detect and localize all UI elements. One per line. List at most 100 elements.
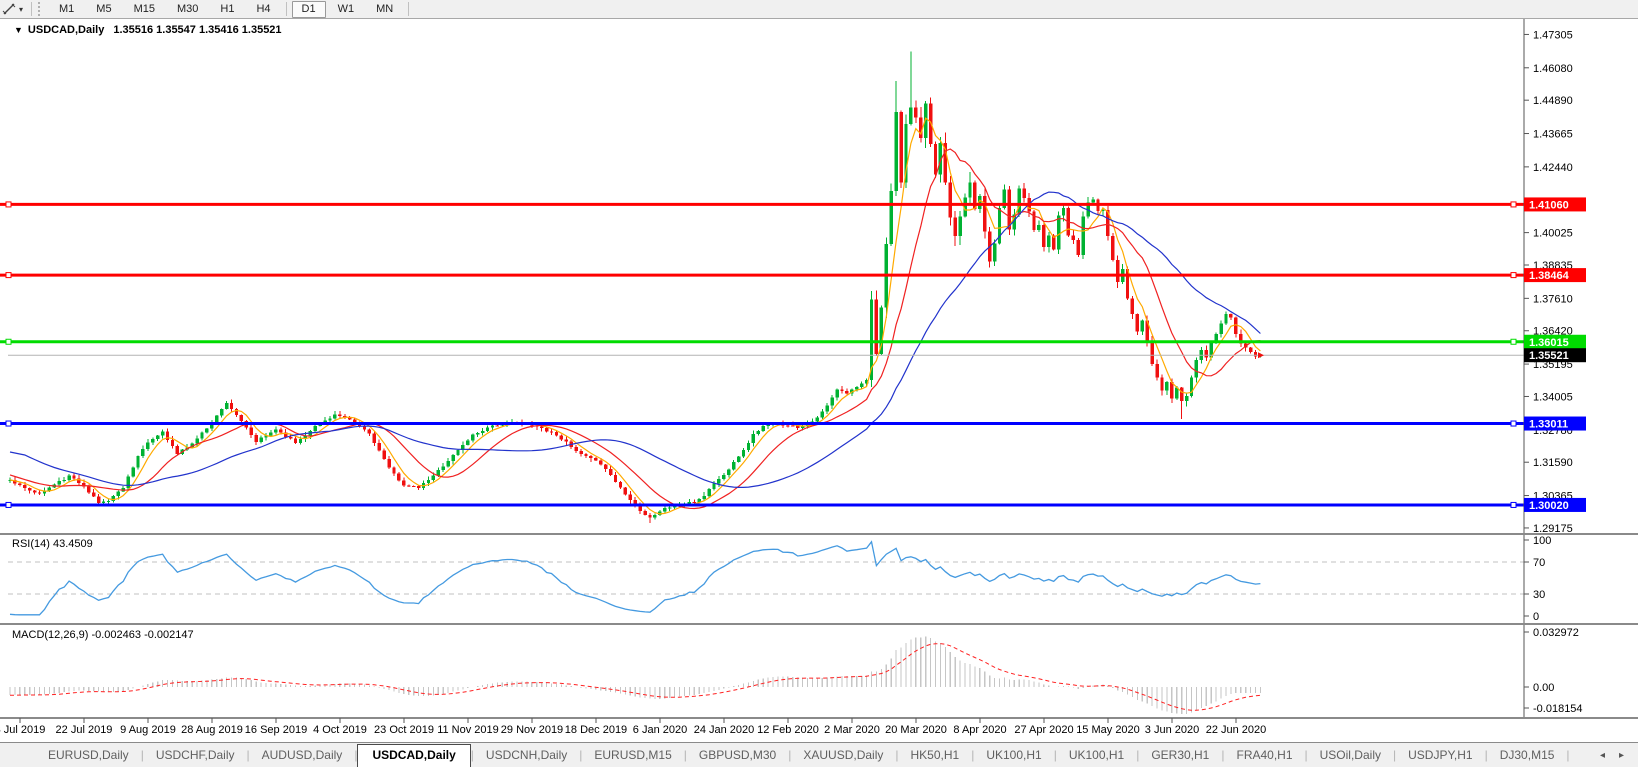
timeframe-button-mn[interactable]: MN [376,2,394,15]
hline-handle[interactable] [5,420,12,427]
timeframe-button-h1[interactable]: H1 [220,2,235,15]
level-price-label-text: 1.30020 [1529,500,1569,512]
price-axis-tick: 1.46080 [1533,63,1573,75]
toolbar-separator [285,2,287,16]
timeframe-button-m15[interactable]: M15 [133,2,155,15]
tab-separator: | [1566,748,1570,762]
price-axis-tick: 1.40025 [1533,228,1573,240]
chart-tab-uk100-h1[interactable]: UK100,H1 [1068,748,1125,762]
date-axis-tick: 20 Mar 2020 [885,724,947,736]
tab-separator: | [140,748,144,762]
hline-handle[interactable] [1510,201,1517,208]
chart-tab-hk50-h1[interactable]: HK50,H1 [910,748,960,762]
tab-scroll-right-icon[interactable]: ▸ [1618,749,1624,761]
tab-separator: | [1221,748,1225,762]
tab-separator: | [788,748,792,762]
date-axis-tick: 28 Aug 2019 [181,724,243,736]
timeframe-button-w1[interactable]: W1 [337,2,355,15]
ma-fast-line [9,117,1261,515]
chart-tab-usdjpy-h1[interactable]: USDJPY,H1 [1408,748,1473,762]
chart-tab-eurusd-daily[interactable]: EURUSD,Daily [48,748,129,762]
hline-handle[interactable] [1510,338,1517,345]
chart-tab-gbpusd-m30[interactable]: GBPUSD,M30 [698,748,777,762]
timeframe-button-h4[interactable]: H4 [256,2,271,15]
rsi-axis-tick: 100 [1533,535,1551,547]
date-axis-tick: 6 Jan 2020 [633,724,687,736]
macd-axis-tick: 0.00 [1533,682,1554,694]
chart-tab-usdcnh-daily[interactable]: USDCNH,Daily [485,748,568,762]
hline-handle[interactable] [5,501,12,508]
tab-separator: | [354,748,358,762]
chart-tab-usdcad-daily[interactable]: USDCAD,Daily [357,743,471,767]
crosshair-tool-icon [2,3,16,15]
price-axis-tick: 1.36420 [1533,326,1573,338]
chart-symbol-period: USDCAD,Daily [27,24,105,36]
chart-tab-eurusd-m15[interactable]: EURUSD,M15 [594,748,672,762]
level-price-label [1524,497,1586,512]
date-axis-tick: 24 Jan 2020 [694,724,755,736]
hline-handle[interactable] [1510,501,1517,508]
price-axis-background [1524,19,1638,742]
timeframe-button-d1[interactable]: D1 [291,0,326,18]
chart-background [0,19,1638,742]
chart-tab-xauusd-daily[interactable]: XAUUSD,Daily [803,748,884,762]
tab-separator: | [683,748,687,762]
chart-title: ▼ USDCAD,Daily 1.35516 1.35547 1.35416 1.3… [14,24,282,36]
date-axis-tick: 3 Jul 2019 [0,724,45,736]
tab-separator: | [1484,748,1488,762]
date-axis-tick: 3 Jun 2020 [1145,724,1199,736]
price-axis-tick: 1.37610 [1533,293,1573,305]
macd-axis-tick: 0.032972 [1533,627,1579,639]
rsi-axis-tick: 30 [1533,589,1545,601]
price-axis-tick: 1.34005 [1533,391,1573,403]
tab-separator: | [1392,748,1397,762]
timeframe-button-m1[interactable]: M1 [59,2,75,15]
rsi-indicator-label: RSI(14) 43.4509 [12,538,93,550]
chart-tab-fra40-h1[interactable]: FRA40,H1 [1236,748,1293,762]
date-axis-tick: 12 Feb 2020 [757,724,819,736]
chart-tab-uk100-h1[interactable]: UK100,H1 [986,748,1042,762]
hline-handle[interactable] [1510,272,1517,279]
chart-tab-audusd-daily[interactable]: AUDUSD,Daily [261,748,343,762]
tab-scroll-left-icon[interactable]: ◂ [1599,749,1605,761]
hline-handle[interactable] [5,201,12,208]
chart-tab-ger30-h1[interactable]: GER30,H1 [1151,748,1210,762]
hline-handle[interactable] [5,272,12,279]
timeframe-button-m30[interactable]: M30 [176,2,199,15]
tab-separator: | [1053,748,1057,762]
date-axis-tick: 8 Apr 2020 [953,724,1006,736]
date-axis-tick: 27 Apr 2020 [1014,724,1073,736]
tab-separator: | [246,748,250,762]
chart-tabs-bar: EURUSD,Daily | USDCHF,Daily | AUDUSD,Daily | U… [0,742,1638,767]
timeframe-button-m5[interactable]: M5 [96,2,112,15]
chart-tab-usoil-daily[interactable]: USOil,Daily [1319,748,1381,762]
hline-handle[interactable] [1510,420,1517,427]
chart-tab-usdchf-daily[interactable]: USDCHF,Daily [155,748,235,762]
line-studies-tool-button[interactable]: ▾ [0,1,27,18]
current-price-label-text: 1.35521 [1529,350,1569,362]
level-price-label-text: 1.36015 [1529,337,1569,349]
ma-mid-line [9,148,1261,510]
chart-tabs: EURUSD,Daily | USDCHF,Daily | AUDUSD,Daily | U… [0,743,1586,767]
date-axis-tick: 22 Jun 2020 [1206,724,1267,736]
hline-handle[interactable] [5,338,12,345]
macd-indicator-label: MACD(12,26,9) -0.002463 -0.002147 [12,629,194,641]
level-price-label-text: 1.33011 [1529,419,1568,431]
chart-canvas[interactable]: 1.47305 1.46080 1.44890 1.43665 1.42440 1.400… [0,0,1638,742]
date-axis-tick: 15 May 2020 [1076,724,1140,736]
price-axis-tick: 1.44890 [1533,95,1573,107]
date-axis-tick: 18 Dec 2019 [565,724,627,736]
price-axis-tick: 1.31590 [1533,457,1573,469]
toolbar-grip [38,2,43,16]
collapse-arrow-icon[interactable]: ▼ [14,25,23,35]
level-price-label [1524,197,1586,212]
level-price-label-text: 1.38464 [1529,270,1570,282]
dropdown-caret-icon: ▾ [19,4,24,14]
tab-separator: | [1136,748,1140,762]
timeframe-buttons: M1 M5 M15 M30 H1 H4 D1 W1 MN [48,0,413,18]
chart-tab-dj30-m15[interactable]: DJ30,M15 [1499,748,1555,762]
level-price-label [1524,334,1586,349]
last-price-arrow [1258,352,1264,359]
tab-separator: | [971,748,975,762]
timeframe-toolbar: ▾ M1 M5 M15 M30 H1 H4 D1 W1 MN [0,0,1638,19]
